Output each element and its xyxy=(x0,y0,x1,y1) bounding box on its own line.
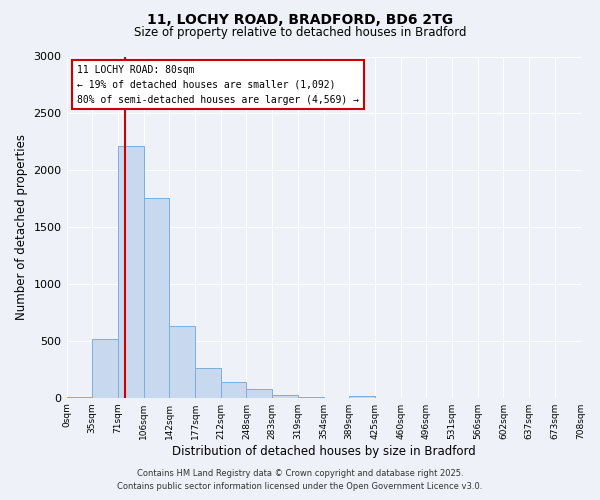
Bar xyxy=(195,368,221,398)
X-axis label: Distribution of detached houses by size in Bradford: Distribution of detached houses by size … xyxy=(172,444,475,458)
Text: 11 LOCHY ROAD: 80sqm
← 19% of detached houses are smaller (1,092)
80% of semi-de: 11 LOCHY ROAD: 80sqm ← 19% of detached h… xyxy=(77,65,359,104)
Bar xyxy=(349,396,375,398)
Bar xyxy=(272,395,298,398)
Bar xyxy=(118,146,143,398)
Bar xyxy=(143,198,169,398)
Bar xyxy=(221,382,247,398)
Text: 11, LOCHY ROAD, BRADFORD, BD6 2TG: 11, LOCHY ROAD, BRADFORD, BD6 2TG xyxy=(147,12,453,26)
Bar xyxy=(67,396,92,398)
Bar xyxy=(92,339,118,398)
Y-axis label: Number of detached properties: Number of detached properties xyxy=(15,134,28,320)
Bar xyxy=(169,326,195,398)
Text: Contains HM Land Registry data © Crown copyright and database right 2025.
Contai: Contains HM Land Registry data © Crown c… xyxy=(118,470,482,491)
Bar xyxy=(298,397,323,398)
Text: Size of property relative to detached houses in Bradford: Size of property relative to detached ho… xyxy=(134,26,466,39)
Bar xyxy=(247,389,272,398)
